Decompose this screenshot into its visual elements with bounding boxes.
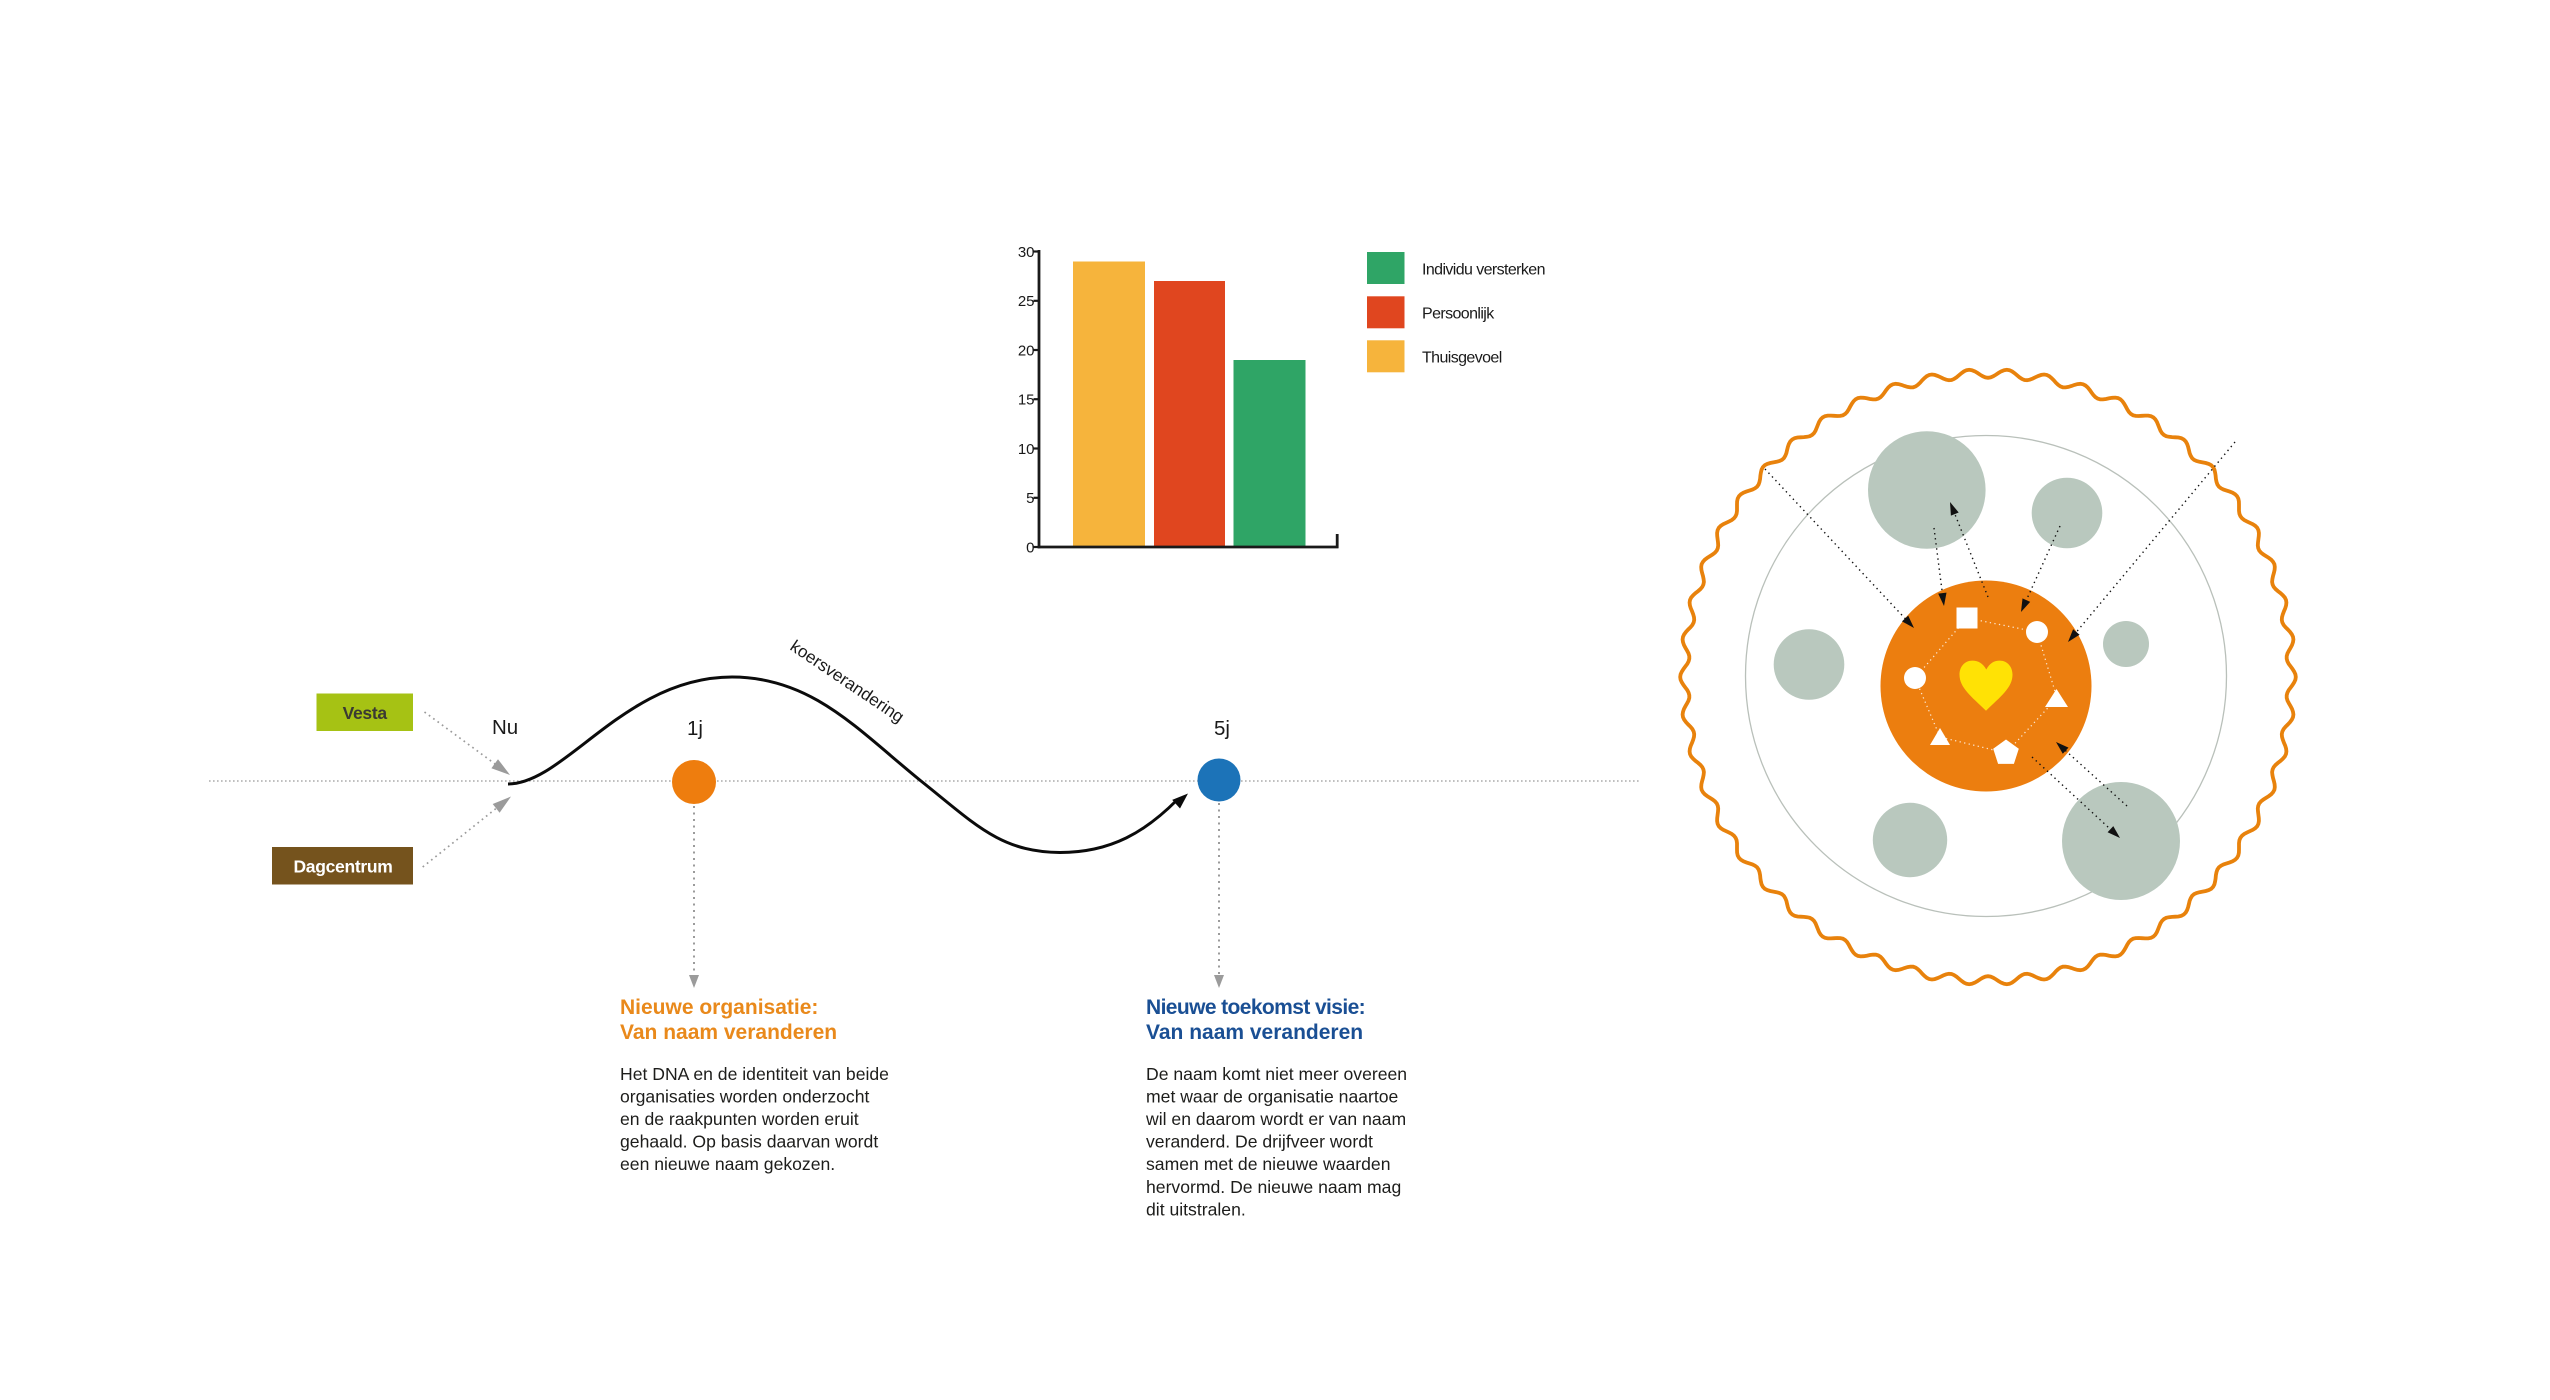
svg-text:Persoonlijk: Persoonlijk <box>1422 306 1495 323</box>
svg-text:De naam komt niet meer overeen: De naam komt niet meer overeen <box>1146 1064 1407 1084</box>
svg-text:Nu: Nu <box>492 716 518 739</box>
svg-text:Nieuwe organisatie:: Nieuwe organisatie: <box>620 996 818 1019</box>
svg-text:0: 0 <box>1026 539 1034 556</box>
svg-text:dit uitstralen.: dit uitstralen. <box>1146 1199 1246 1219</box>
svg-text:5j: 5j <box>1214 717 1230 740</box>
svg-text:hervormd. De nieuwe naam mag: hervormd. De nieuwe naam mag <box>1146 1177 1401 1197</box>
svg-text:en de raakpunten worden eruit: en de raakpunten worden eruit <box>620 1109 859 1129</box>
svg-text:Nieuwe toekomst visie:: Nieuwe toekomst visie: <box>1146 996 1365 1019</box>
svg-text:organisaties worden onderzocht: organisaties worden onderzocht <box>620 1086 870 1106</box>
svg-text:gehaald. Op basis daarvan word: gehaald. Op basis daarvan wordt <box>620 1132 878 1152</box>
svg-text:Vesta: Vesta <box>343 703 388 723</box>
svg-text:20: 20 <box>1018 342 1035 359</box>
svg-text:samen met de nieuwe waarden: samen met de nieuwe waarden <box>1146 1154 1391 1174</box>
svg-text:Individu versterken: Individu versterken <box>1422 261 1545 278</box>
svg-text:veranderd. De drijfveer wordt: veranderd. De drijfveer wordt <box>1146 1132 1373 1152</box>
svg-text:Van naam veranderen: Van naam veranderen <box>620 1021 837 1044</box>
svg-text:1j: 1j <box>687 717 703 740</box>
svg-text:25: 25 <box>1018 293 1035 310</box>
svg-text:30: 30 <box>1018 244 1035 261</box>
svg-text:met waar de organisatie naarto: met waar de organisatie naartoe <box>1146 1086 1398 1106</box>
svg-text:Dagcentrum: Dagcentrum <box>293 857 392 877</box>
svg-text:Thuisgevoel: Thuisgevoel <box>1422 350 1502 367</box>
svg-text:5: 5 <box>1026 490 1034 507</box>
svg-text:10: 10 <box>1018 441 1035 458</box>
svg-text:Het DNA en de identiteit van b: Het DNA en de identiteit van beide <box>620 1064 889 1084</box>
svg-text:wil en daarom wordt er van naa: wil en daarom wordt er van naam <box>1145 1109 1406 1129</box>
svg-text:een nieuwe naam gekozen.: een nieuwe naam gekozen. <box>620 1154 835 1174</box>
svg-text:15: 15 <box>1018 392 1035 409</box>
svg-text:Van naam veranderen: Van naam veranderen <box>1146 1021 1363 1044</box>
